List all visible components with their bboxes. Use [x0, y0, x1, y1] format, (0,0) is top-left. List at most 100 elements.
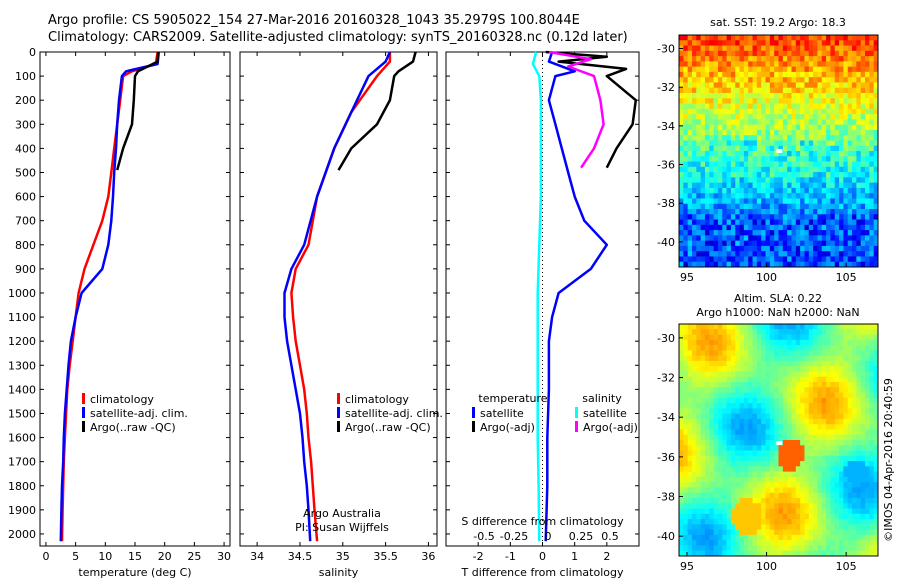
map-cell: [843, 471, 849, 478]
map-cell: [704, 476, 710, 483]
map-cell: [800, 339, 805, 346]
map-cell: [683, 466, 689, 473]
map-cell: [800, 135, 805, 141]
map-cell: [843, 466, 849, 473]
map-cell: [826, 382, 831, 388]
map-cell: [739, 135, 745, 141]
map-cell: [730, 251, 736, 257]
map-cell: [687, 455, 693, 462]
map-cell: [683, 129, 689, 136]
map-cell: [683, 371, 689, 378]
map-cell: [709, 397, 715, 404]
map-cell: [765, 434, 771, 441]
map-cell: [704, 87, 710, 94]
map-cell: [826, 198, 831, 205]
map-cell: [774, 182, 779, 189]
map-cell: [873, 397, 879, 404]
map-cell: [683, 87, 689, 94]
map-cell: [765, 235, 771, 242]
map-cell: [852, 440, 857, 446]
map-cell: [730, 545, 736, 552]
map-cell: [839, 345, 844, 351]
map-cell: [748, 440, 753, 446]
map-cell: [873, 103, 879, 110]
map-cell: [748, 329, 753, 335]
map-cell: [743, 519, 749, 525]
map-cell: [817, 61, 823, 68]
map-cell: [704, 440, 710, 446]
map-cell: [700, 219, 706, 226]
map-cell: [782, 508, 788, 515]
map-cell: [722, 77, 727, 83]
map-cell: [743, 466, 749, 473]
map-cell: [683, 103, 689, 110]
map-cell: [813, 376, 818, 383]
map-cell: [843, 35, 849, 41]
map-cell: [743, 492, 749, 499]
map-cell: [800, 119, 805, 126]
map-cell: [683, 251, 689, 257]
map-cell: [826, 187, 831, 194]
map-cell: [813, 35, 818, 41]
map-cell: [696, 40, 702, 46]
map-cell: [691, 329, 697, 335]
map-cell: [865, 355, 870, 362]
map-cell: [804, 66, 810, 73]
map-cell: [800, 408, 805, 415]
map-cell: [713, 61, 719, 68]
map-cell: [804, 455, 810, 462]
map-cell: [847, 471, 853, 478]
map-cell: [834, 61, 840, 68]
map-cell: [679, 129, 684, 136]
map-cell: [834, 418, 840, 425]
map-cell: [722, 240, 727, 247]
map-cell: [804, 77, 810, 83]
map-cell: [704, 513, 710, 520]
map-cell: [769, 166, 775, 173]
map-cell: [821, 450, 827, 457]
map-cell: [704, 135, 710, 141]
map-cell: [800, 513, 805, 520]
map-cell: [748, 498, 753, 504]
legend-label-diff: Argo(-adj): [480, 421, 535, 434]
map-cell: [730, 471, 736, 478]
map-cell: [852, 371, 857, 378]
map-cell: [704, 466, 710, 473]
map-cell: [852, 461, 857, 467]
map-cell: [795, 334, 801, 341]
map-cell: [756, 219, 762, 226]
map-cell: [869, 71, 875, 78]
map-cell: [709, 177, 715, 184]
map-cell: [691, 418, 697, 425]
map-cell: [739, 392, 745, 399]
map-cell: [769, 214, 775, 220]
map-cell: [821, 403, 827, 409]
map-cell: [752, 476, 758, 483]
map-cell: [791, 545, 797, 552]
map-cell: [847, 434, 853, 441]
map-cell: [748, 324, 753, 330]
map-cell: [765, 93, 771, 99]
map-cell: [769, 66, 775, 73]
map-cell: [704, 503, 710, 509]
map-cell: [865, 461, 870, 467]
map-cell: [787, 408, 792, 415]
map-cell: [795, 418, 801, 425]
map-cell: [730, 219, 736, 226]
map-cell: [834, 413, 840, 420]
map-cell: [743, 376, 749, 383]
map-cell: [826, 334, 831, 341]
map-cell: [869, 492, 875, 499]
map-cell: [839, 77, 844, 83]
map-cell: [769, 371, 775, 378]
map-cell: [709, 376, 715, 383]
map-cell: [817, 71, 823, 78]
map-cell: [748, 450, 753, 457]
map-cell: [726, 251, 732, 257]
map-cell: [808, 534, 814, 541]
map-cell: [726, 440, 732, 446]
map-cell: [761, 145, 766, 152]
map-cell: [735, 534, 740, 541]
map-cell: [821, 140, 827, 147]
map-cell: [696, 82, 702, 89]
